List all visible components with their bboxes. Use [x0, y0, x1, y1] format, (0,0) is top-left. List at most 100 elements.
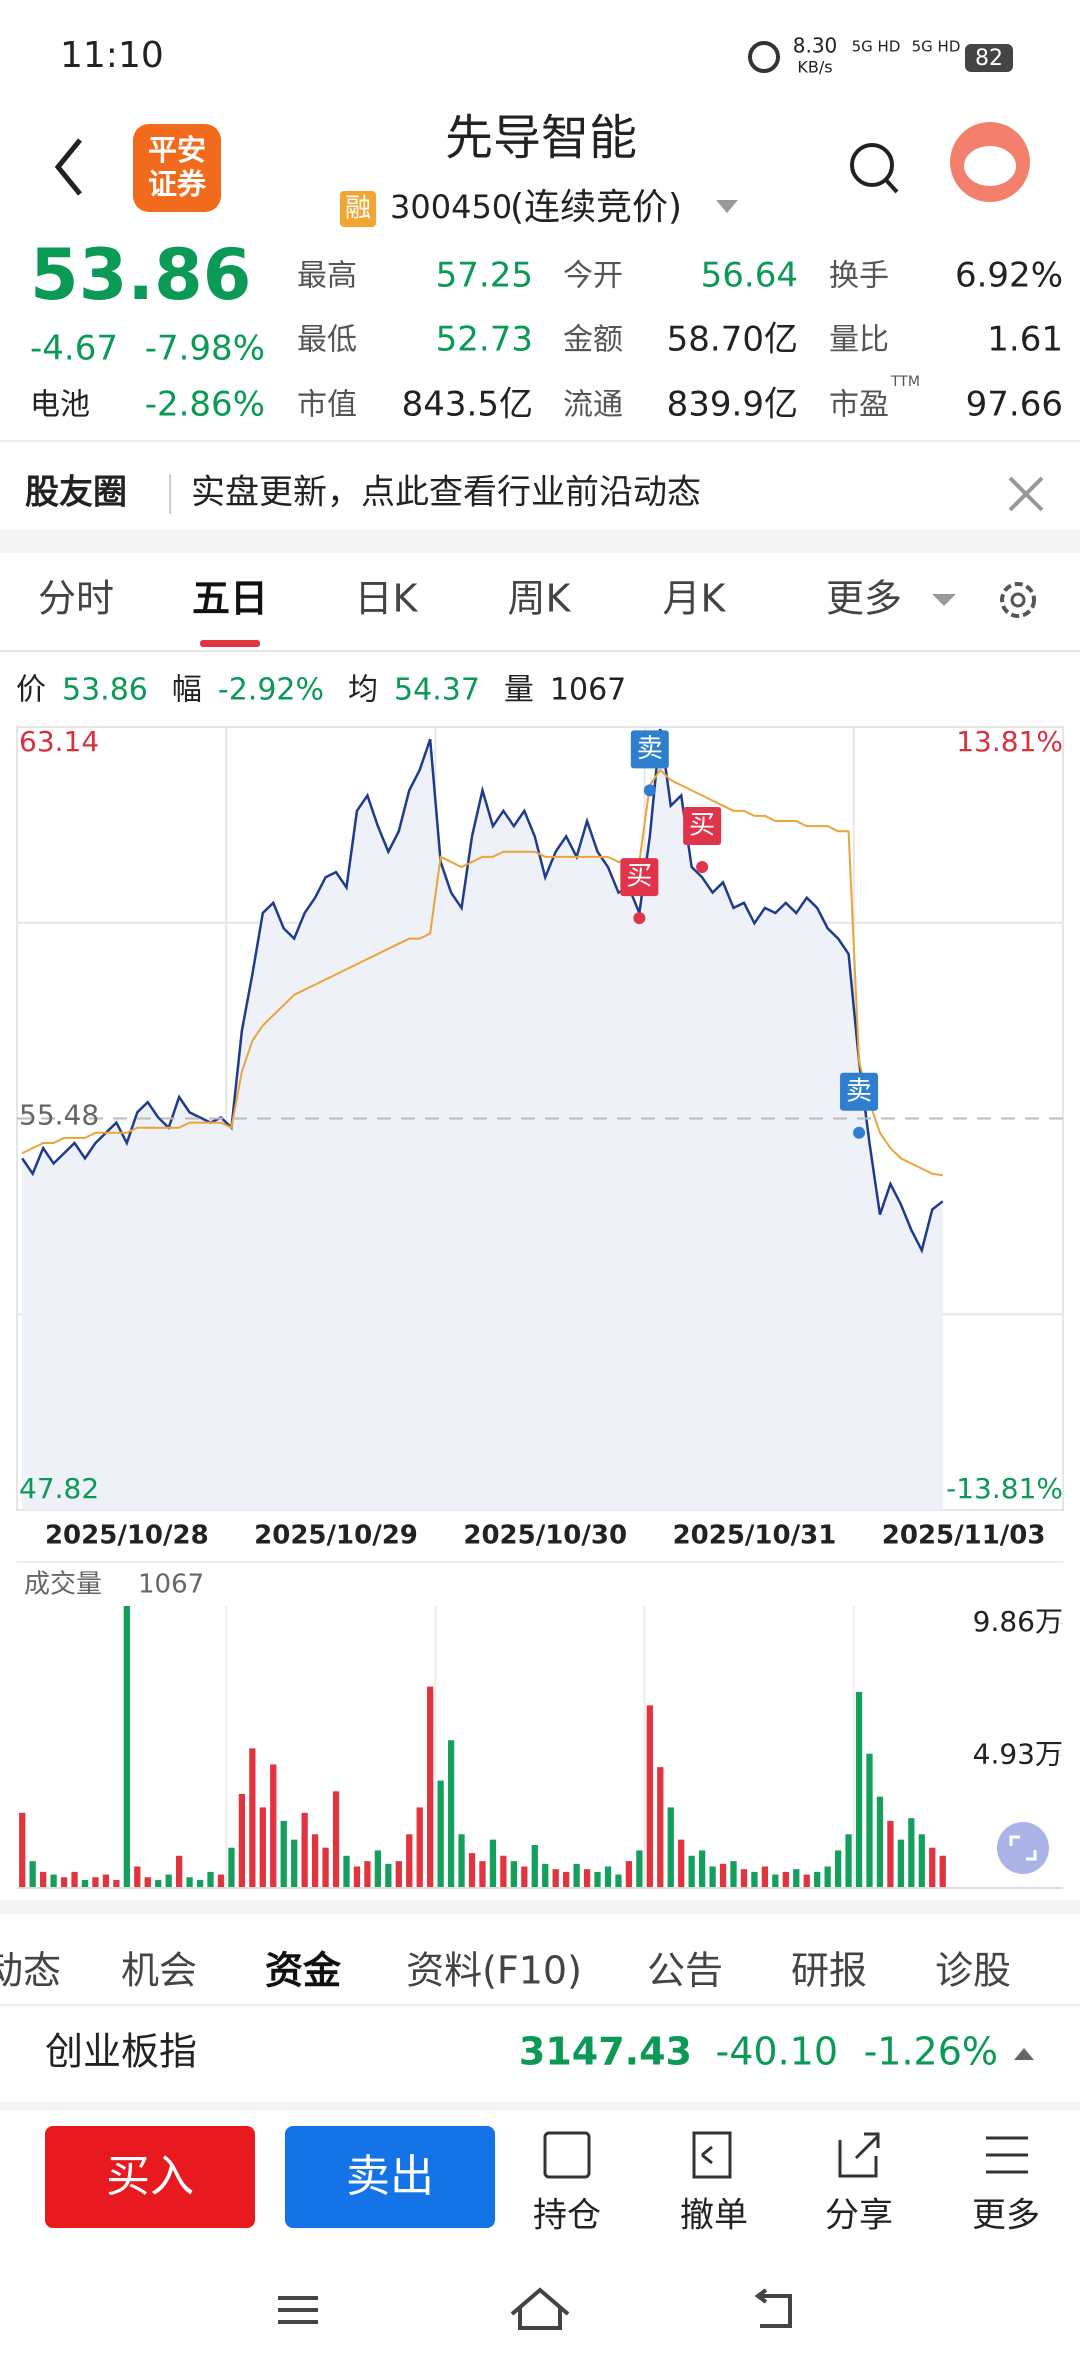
volume-bar — [92, 1877, 99, 1888]
period-tab[interactable]: 日K — [355, 577, 419, 621]
info-value: 54.37 — [394, 673, 480, 708]
period-tab[interactable]: 分时 — [38, 577, 114, 621]
section-tab[interactable]: 动态 — [0, 1949, 61, 1993]
nav-back[interactable] — [754, 2288, 792, 2328]
action-label[interactable]: 持仓 — [533, 2196, 601, 2236]
volume-bar — [228, 1847, 235, 1888]
battery — [965, 44, 1013, 72]
volume-bar — [102, 1874, 110, 1888]
volume-bar — [782, 1871, 789, 1888]
volume-bar — [730, 1861, 737, 1888]
volume-bar — [458, 1834, 465, 1888]
trade-label: 卖 — [637, 734, 663, 764]
buy-label: 买入 — [106, 2151, 194, 2202]
dropdown[interactable] — [716, 200, 738, 213]
volume-bar — [332, 1791, 340, 1888]
dropdown[interactable] — [932, 594, 956, 606]
volume-tick-label: 9.86万 — [973, 1605, 1063, 1638]
price-line — [21, 728, 944, 1254]
speed: 8.30 — [793, 34, 838, 58]
section-tab[interactable]: 公告 — [647, 1949, 723, 1993]
expand-arrow[interactable] — [1014, 2048, 1034, 2060]
volume-bar — [604, 1866, 612, 1888]
sell-button[interactable] — [285, 2126, 495, 2228]
more-icon[interactable] — [986, 2136, 1028, 2174]
share-icon[interactable] — [838, 2132, 880, 2178]
expand-button[interactable] — [997, 1822, 1049, 1874]
x-tick-label: 2025/11/03 — [882, 1521, 1046, 1551]
volume-bar — [155, 1879, 162, 1888]
holdings-icon[interactable] — [543, 2131, 591, 2179]
battery-level: 82 — [975, 46, 1003, 71]
volume-bar — [698, 1850, 706, 1888]
volume-bar — [19, 1812, 26, 1888]
volume-bar — [887, 1820, 894, 1888]
buy-button[interactable] — [45, 2126, 255, 2228]
section-tab[interactable]: 研报 — [791, 1949, 867, 1993]
action-label[interactable]: 撤单 — [680, 2196, 748, 2236]
volume-bar — [81, 1879, 89, 1888]
volume-bar — [364, 1861, 371, 1888]
trade-badge — [683, 807, 722, 846]
volume-bar — [249, 1748, 256, 1888]
period-tab[interactable]: 周K — [508, 577, 572, 621]
stat-sup: TTM — [890, 374, 920, 390]
x-tick-label: 2025/10/31 — [673, 1521, 837, 1551]
logo-text: 平安 — [148, 133, 206, 167]
period-tab[interactable]: 五日 — [192, 577, 268, 621]
trading-status: (连续竞价) — [510, 187, 682, 228]
volume-bar — [374, 1850, 382, 1888]
close-button[interactable] — [1008, 476, 1044, 512]
logo — [133, 124, 221, 212]
volume-bar — [500, 1855, 507, 1888]
volume-bar — [740, 1869, 748, 1888]
section-tab[interactable]: 资料(F10) — [406, 1949, 582, 1993]
trade-point — [643, 784, 656, 797]
settings-button[interactable] — [1000, 582, 1036, 618]
cancel-icon[interactable] — [692, 2131, 732, 2179]
speed-unit: KB/s — [797, 58, 832, 77]
trade-point — [633, 912, 646, 925]
volume-bar — [50, 1874, 57, 1888]
volume-bar — [824, 1866, 831, 1888]
nav-home[interactable] — [510, 2287, 570, 2330]
search-handle — [884, 178, 899, 194]
nav-menu[interactable] — [278, 2296, 318, 2324]
volume-bar — [636, 1850, 643, 1888]
section-tab[interactable]: 诊股 — [935, 1949, 1011, 1993]
action-label[interactable]: 更多 — [972, 2196, 1040, 2236]
volume-bar — [416, 1807, 423, 1888]
action-label[interactable]: 分享 — [825, 2196, 893, 2236]
stat-label: 市值 — [297, 388, 357, 423]
info-value: 53.86 — [62, 673, 148, 708]
back-button[interactable] — [54, 138, 82, 196]
trade-label: 买 — [689, 811, 715, 841]
volume-bar — [793, 1869, 800, 1888]
volume-bar — [406, 1834, 413, 1888]
y-tick-label: 47.82 — [19, 1472, 99, 1505]
volume-bar — [60, 1877, 68, 1888]
stock-name: 先导智能 — [445, 110, 637, 166]
period-tab[interactable]: 月K — [663, 577, 727, 621]
banner-text[interactable]: 实盘更新，点此查看行业前沿动态 — [191, 473, 701, 513]
section-tab[interactable]: 机会 — [121, 1949, 197, 1993]
section-tab[interactable]: 资金 — [265, 1949, 342, 1993]
volume-bar — [144, 1877, 151, 1888]
volume-bar — [196, 1879, 204, 1888]
volume-bar — [322, 1847, 329, 1888]
change-pct: -7.98% — [145, 329, 265, 369]
gap — [0, 530, 1080, 553]
search-button[interactable] — [850, 143, 894, 187]
volume-bar — [625, 1861, 633, 1888]
volume-bar — [709, 1866, 716, 1888]
margin-badge — [340, 191, 376, 227]
index-change-pct: -1.26% — [864, 2030, 998, 2074]
volume-bar — [719, 1863, 727, 1888]
volume-bar — [280, 1820, 287, 1888]
volume-bar — [866, 1753, 873, 1888]
x-tick-label: 2025/10/28 — [45, 1521, 209, 1551]
stat-label: 今开 — [563, 259, 623, 294]
info-label: 量 — [504, 673, 534, 708]
period-tab[interactable]: 更多 — [826, 577, 902, 621]
